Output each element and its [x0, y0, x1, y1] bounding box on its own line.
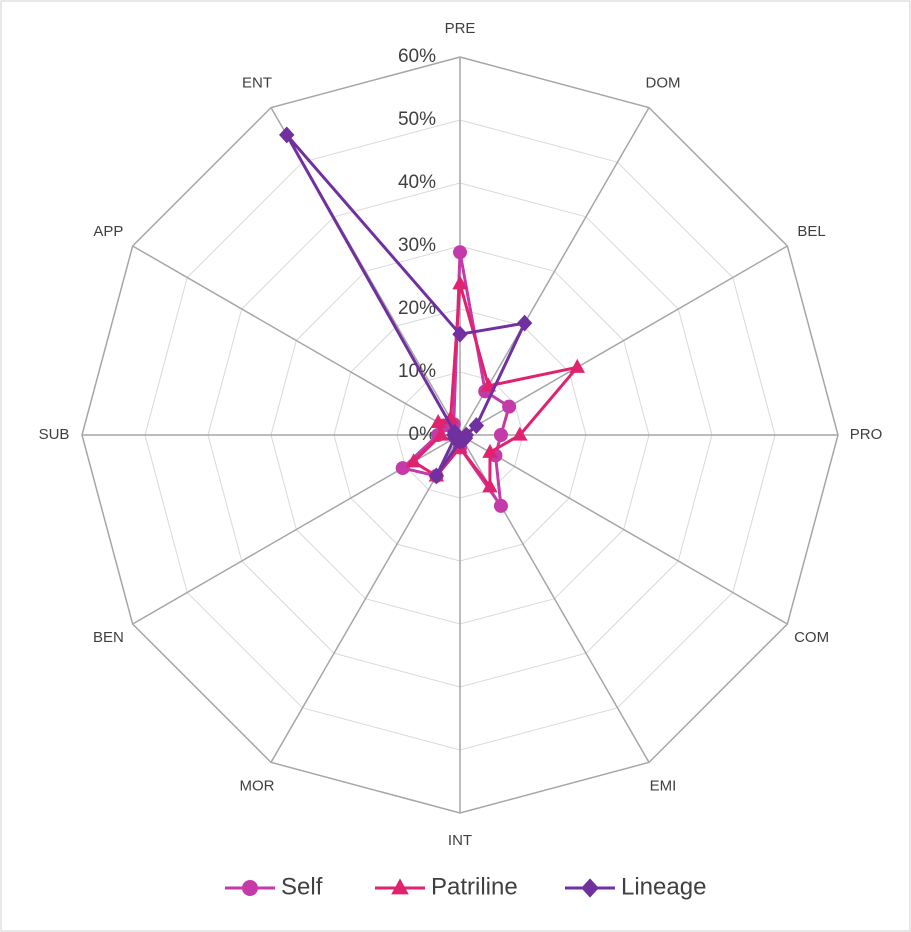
legend-item: Patriline [375, 873, 518, 900]
spoke [459, 434, 788, 625]
tick-label: 30% [398, 235, 436, 256]
category-label: PRE [445, 20, 476, 37]
data-point [428, 467, 445, 485]
category-label: BEN [93, 629, 124, 646]
legend-label: Patriline [431, 873, 518, 900]
category-label: INT [448, 832, 472, 849]
category-label: MOR [240, 778, 275, 795]
data-point [482, 478, 498, 493]
category-label: COM [794, 629, 829, 646]
legend-marker [581, 878, 599, 898]
data-point [452, 325, 468, 343]
category-label: SUB [39, 426, 70, 443]
data-point [446, 423, 463, 441]
tick-label: 40% [398, 172, 436, 193]
legend-item: Lineage [565, 873, 706, 900]
tick-label: 60% [398, 46, 436, 67]
category-label: DOM [646, 74, 681, 91]
data-point [493, 428, 508, 442]
data-point [433, 426, 449, 441]
data-point [482, 443, 498, 458]
data-point [430, 414, 446, 428]
data-point [480, 377, 497, 392]
category-label: APP [93, 223, 123, 240]
legend-marker [242, 880, 258, 896]
data-point [512, 426, 528, 441]
data-point [516, 314, 533, 332]
tick-label: 0% [409, 424, 437, 445]
data-point [502, 399, 517, 414]
data-point [405, 453, 422, 468]
legend-label: Lineage [621, 873, 706, 900]
data-point [569, 358, 586, 373]
category-label: EMI [650, 778, 677, 795]
tick-label: 10% [398, 361, 436, 382]
data-point [453, 245, 467, 260]
tick-label: 50% [398, 109, 436, 130]
data-point [493, 498, 508, 513]
legend-label: Self [281, 873, 323, 900]
spoke [270, 434, 461, 763]
data-point [452, 275, 468, 290]
legend-marker [391, 878, 409, 895]
data-point [468, 417, 485, 434]
spoke [132, 245, 461, 436]
tick-label: 20% [398, 298, 436, 319]
category-label: BEL [797, 223, 825, 240]
spoke [459, 107, 650, 436]
data-point [279, 126, 295, 144]
legend-item: Self [225, 873, 323, 900]
category-label: PRO [850, 426, 883, 443]
category-label: ENT [242, 74, 272, 91]
data-point [395, 461, 410, 476]
